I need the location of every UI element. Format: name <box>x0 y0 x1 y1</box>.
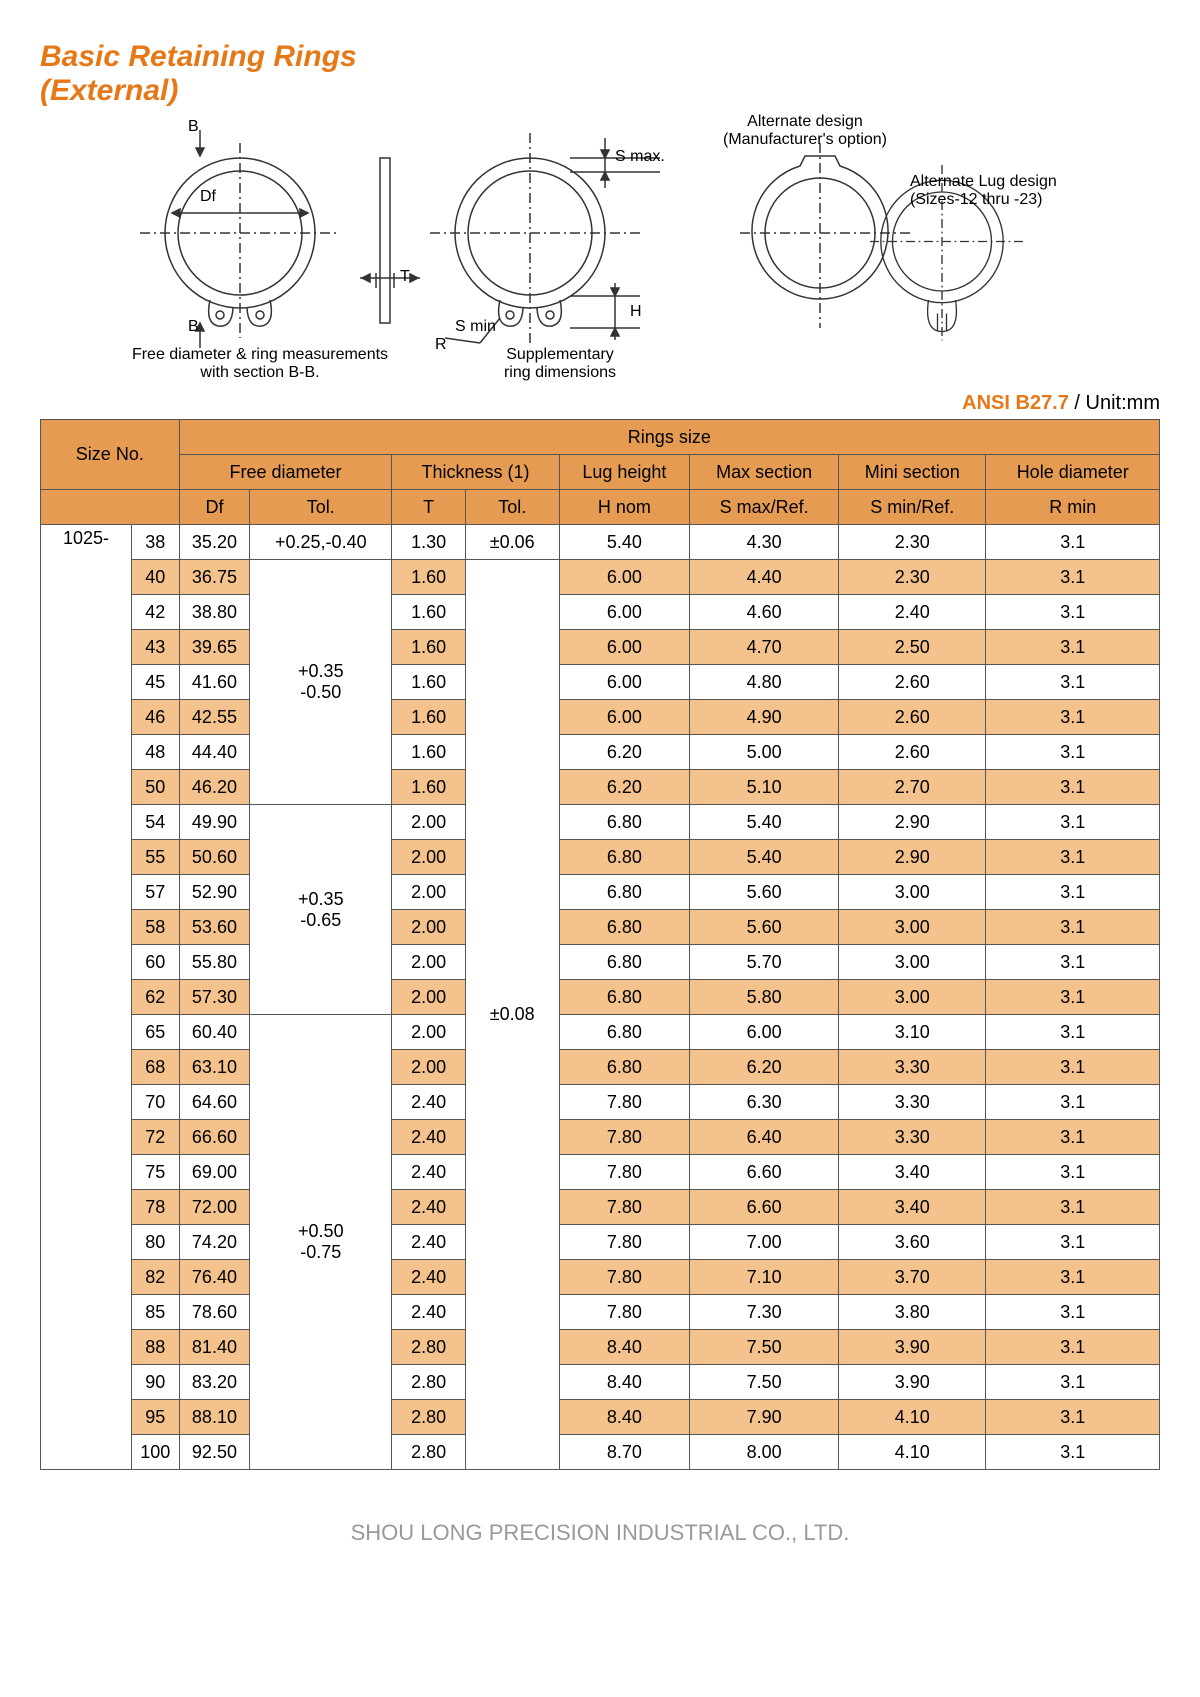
table-row: 4339.651.606.004.702.503.1 <box>41 630 1160 665</box>
table-row: 5046.201.606.205.102.703.1 <box>41 770 1160 805</box>
table-row: 6560.40+0.50 -0.752.006.806.003.103.1 <box>41 1015 1160 1050</box>
table-row: 4844.401.606.205.002.603.1 <box>41 735 1160 770</box>
company-footer: SHOU LONG PRECISION INDUSTRIAL CO., LTD. <box>40 1520 1160 1546</box>
page-title: Basic Retaining Rings (External) <box>40 40 1160 108</box>
table-row: 6257.302.006.805.803.003.1 <box>41 980 1160 1015</box>
table-row: 7266.602.407.806.403.303.1 <box>41 1120 1160 1155</box>
diagram-svg <box>40 118 1140 378</box>
table-row: 4036.75+0.35 -0.501.60±0.086.004.402.303… <box>41 560 1160 595</box>
table-row: 7872.002.407.806.603.403.1 <box>41 1190 1160 1225</box>
table-row: 7569.002.407.806.603.403.1 <box>41 1155 1160 1190</box>
table-row: 8276.402.407.807.103.703.1 <box>41 1260 1160 1295</box>
table-row: 10092.502.808.708.004.103.1 <box>41 1435 1160 1470</box>
table-row: 4541.601.606.004.802.603.1 <box>41 665 1160 700</box>
technical-diagram: B B Df T S max. S min R H Free diameter … <box>40 118 1160 388</box>
standard-label: ANSI B27.7 / Unit:mm <box>40 392 1160 415</box>
table-row: 8074.202.407.807.003.603.1 <box>41 1225 1160 1260</box>
table-row: 5752.902.006.805.603.003.1 <box>41 875 1160 910</box>
col-rings-size: Rings size <box>179 420 1159 455</box>
table-row: 9083.202.808.407.503.903.1 <box>41 1365 1160 1400</box>
table-row: 5449.90+0.35 -0.652.006.805.402.903.1 <box>41 805 1160 840</box>
table-row: 6863.102.006.806.203.303.1 <box>41 1050 1160 1085</box>
table-row: 4642.551.606.004.902.603.1 <box>41 700 1160 735</box>
table-row: 1025-3835.20+0.25,-0.401.30±0.065.404.30… <box>41 525 1160 560</box>
table-body: 1025-3835.20+0.25,-0.401.30±0.065.404.30… <box>41 525 1160 1470</box>
table-row: 9588.102.808.407.904.103.1 <box>41 1400 1160 1435</box>
table-row: 8578.602.407.807.303.803.1 <box>41 1295 1160 1330</box>
table-row: 7064.602.407.806.303.303.1 <box>41 1085 1160 1120</box>
table-row: 5853.602.006.805.603.003.1 <box>41 910 1160 945</box>
col-size-no: Size No. <box>41 420 180 490</box>
table-row: 4238.801.606.004.602.403.1 <box>41 595 1160 630</box>
table-row: 6055.802.006.805.703.003.1 <box>41 945 1160 980</box>
table-row: 8881.402.808.407.503.903.1 <box>41 1330 1160 1365</box>
table-row: 5550.602.006.805.402.903.1 <box>41 840 1160 875</box>
spec-table: Size No. Rings size Free diameter Thickn… <box>40 419 1160 1470</box>
